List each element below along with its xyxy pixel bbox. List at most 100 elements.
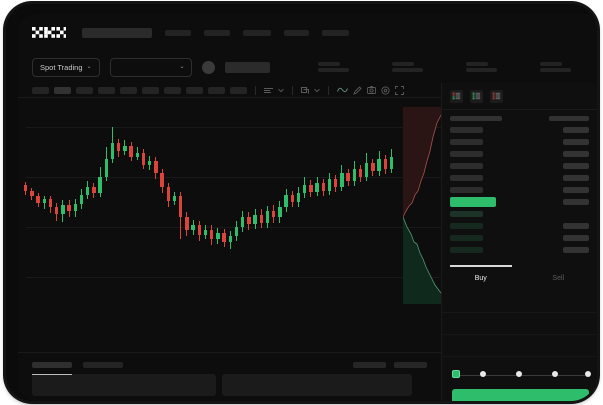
- fullscreen-icon[interactable]: [395, 85, 404, 95]
- candle-body: [172, 196, 177, 201]
- indicators-icon[interactable]: [264, 87, 273, 94]
- candle-body: [55, 207, 59, 214]
- candle-body: [352, 169, 356, 181]
- settings-gear-icon[interactable]: [381, 85, 390, 95]
- nav-item-4[interactable]: [284, 29, 309, 36]
- orderbook-ask-row[interactable]: [450, 148, 589, 160]
- timeframe-more[interactable]: [208, 86, 225, 94]
- timeframe-1w[interactable]: [164, 86, 181, 94]
- trade-form-fields: [442, 291, 597, 357]
- bottom-action-2[interactable]: [394, 362, 427, 368]
- candle-body: [123, 146, 127, 151]
- candle-body: [265, 211, 270, 223]
- active-tab-underline: [32, 374, 72, 375]
- orderbook-ask-row[interactable]: [450, 124, 589, 136]
- price-field[interactable]: [442, 291, 597, 313]
- orderbook-ask-row[interactable]: [450, 172, 589, 184]
- orderbook-ask-row[interactable]: [450, 160, 589, 172]
- slider-step-100[interactable]: [585, 371, 591, 377]
- orderbook-view-toggles: [442, 83, 597, 110]
- timeframe-15m[interactable]: [76, 86, 93, 94]
- tab-buy[interactable]: Buy: [442, 265, 520, 291]
- okx-logo[interactable]: [32, 27, 66, 38]
- orderbook-bid-row[interactable]: [450, 232, 589, 244]
- ask-price: [450, 175, 483, 181]
- bid-amount: [563, 211, 589, 217]
- orderbook-bid-row[interactable]: [450, 208, 589, 220]
- candle-body: [340, 173, 344, 187]
- indicator-dropdown-icon[interactable]: [278, 88, 284, 93]
- slider-step-75[interactable]: [552, 371, 558, 377]
- nav-item-5[interactable]: [322, 29, 349, 36]
- trade-form-tabs: Buy Sell: [442, 265, 597, 291]
- last-price-amount: [563, 199, 589, 205]
- candle-body: [154, 161, 158, 173]
- chart-toolbar: [18, 83, 597, 98]
- trading-pair-selector[interactable]: ⌄: [109, 57, 192, 77]
- buy-submit-button[interactable]: [452, 389, 589, 401]
- timeframe-1m[interactable]: [32, 86, 49, 94]
- ask-amount: [563, 187, 589, 193]
- orderbook-bid-row[interactable]: [450, 244, 589, 256]
- nav-search-field[interactable]: [82, 27, 152, 38]
- timeframe-5m[interactable]: [54, 86, 71, 94]
- orderbook-view-both-icon[interactable]: [450, 90, 463, 103]
- orderbook-bid-row[interactable]: [450, 220, 589, 232]
- timeframe-1m-month[interactable]: [186, 86, 203, 94]
- orders-tab-bar: [18, 353, 441, 375]
- slider-step-50[interactable]: [516, 371, 522, 377]
- timeframe-1d[interactable]: [142, 86, 159, 94]
- camera-icon[interactable]: [367, 86, 376, 94]
- timeframe-4h[interactable]: [120, 86, 137, 94]
- orderbook-view-asks-icon[interactable]: [490, 90, 503, 103]
- candle-body: [377, 159, 381, 171]
- orderbook-ask-row[interactable]: [450, 184, 589, 196]
- orderbook-ask-row[interactable]: [450, 136, 589, 148]
- candle-body: [222, 233, 226, 242]
- slider-step-25[interactable]: [480, 371, 486, 377]
- chart-main-area: [18, 99, 441, 401]
- candle-body: [117, 143, 121, 151]
- nav-item-2[interactable]: [204, 29, 230, 36]
- orderbook-view-bids-icon[interactable]: [470, 90, 483, 103]
- nav-item-3[interactable]: [243, 29, 271, 36]
- orderbook-sidebar: Buy Sell: [441, 83, 597, 401]
- bottom-action-1[interactable]: [353, 362, 386, 368]
- compare-dropdown-icon[interactable]: [314, 88, 320, 93]
- candle-series: [24, 99, 404, 304]
- amount-percent-slider[interactable]: [452, 370, 591, 380]
- timeframe-1h[interactable]: [98, 86, 115, 94]
- bid-price: [450, 235, 483, 241]
- line-style-icon[interactable]: [337, 87, 348, 93]
- last-price-highlight: [450, 197, 496, 207]
- tab-open-orders[interactable]: [32, 362, 72, 368]
- candle-body: [148, 161, 152, 165]
- ask-amount: [563, 139, 589, 145]
- timeframe-custom[interactable]: [230, 86, 247, 94]
- tab-sell[interactable]: Sell: [520, 265, 598, 291]
- chevron-down-icon: ⌄: [179, 64, 185, 70]
- amount-field[interactable]: [442, 313, 597, 335]
- candle-body: [303, 185, 307, 193]
- candle-body: [315, 183, 319, 192]
- toolbar-divider: [255, 85, 256, 95]
- bottom-card-left[interactable]: [32, 374, 216, 396]
- tab-buy-label: Buy: [474, 274, 487, 282]
- total-field[interactable]: [442, 335, 597, 357]
- stat-label: [465, 62, 488, 66]
- nav-item-1[interactable]: [165, 29, 191, 36]
- compare-icon[interactable]: [301, 86, 309, 94]
- candle-body: [253, 215, 257, 224]
- device-frame: Spot Trading ⌄ ⌄: [6, 4, 597, 401]
- candle-body: [24, 185, 28, 191]
- tab-order-history[interactable]: [83, 362, 123, 368]
- orders-card-row: [18, 368, 441, 396]
- trading-mode-selector[interactable]: Spot Trading ⌄: [32, 57, 100, 77]
- tab-sell-label: Sell: [552, 274, 565, 282]
- bottom-card-right[interactable]: [222, 374, 412, 396]
- stat-value: [317, 68, 349, 72]
- candlestick-chart[interactable]: [18, 99, 441, 304]
- drawing-pencil-icon[interactable]: [353, 85, 362, 95]
- slider-handle[interactable]: [452, 370, 460, 378]
- ask-price: [450, 187, 483, 193]
